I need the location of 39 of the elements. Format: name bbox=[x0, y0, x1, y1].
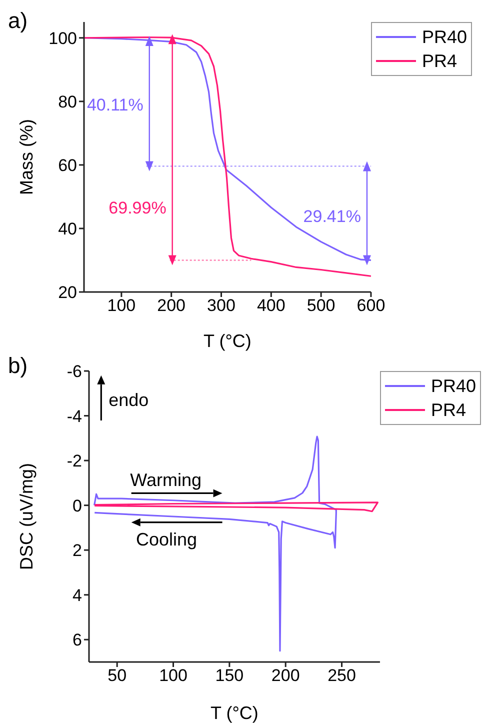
x-tick-label: 200 bbox=[271, 666, 300, 686]
chart-title: a) bbox=[8, 8, 28, 34]
y-tick-label: 20 bbox=[58, 283, 77, 302]
x-axis-title: T (°C) bbox=[204, 331, 252, 351]
y-tick-label: 80 bbox=[58, 92, 77, 112]
y-tick-label: -6 bbox=[66, 362, 82, 382]
annotation: 29.41% bbox=[303, 206, 361, 226]
x-tick-label: 400 bbox=[256, 296, 286, 316]
annotation: 40.11% bbox=[86, 96, 144, 115]
legend-label: PR4 bbox=[422, 50, 457, 72]
x-axis-title: T (°C) bbox=[210, 703, 258, 723]
annotation: 69.99% bbox=[108, 198, 166, 218]
chart-title: b) bbox=[8, 353, 28, 379]
x-tick-label: 600 bbox=[356, 296, 386, 316]
annotation: endo bbox=[108, 390, 149, 410]
y-tick-label: 6 bbox=[72, 630, 82, 650]
x-tick-label: 200 bbox=[157, 296, 186, 316]
annotation: Cooling bbox=[136, 530, 198, 550]
legend-label: PR40 bbox=[430, 376, 476, 396]
y-tick-label: 2 bbox=[72, 541, 82, 560]
y-tick-label: 60 bbox=[58, 156, 77, 175]
annotation: Warming bbox=[130, 470, 202, 490]
legend-label: PR40 bbox=[422, 26, 467, 48]
legend-label: PR4 bbox=[430, 400, 466, 420]
x-tick-label: 100 bbox=[159, 666, 188, 686]
y-tick-label: 4 bbox=[72, 586, 82, 605]
x-tick-label: 150 bbox=[215, 666, 244, 686]
x-tick-label: 500 bbox=[306, 296, 336, 316]
x-tick-label: 250 bbox=[328, 666, 356, 686]
y-tick-label: 100 bbox=[48, 28, 77, 48]
x-tick-label: 50 bbox=[108, 666, 127, 686]
x-tick-label: 300 bbox=[207, 296, 236, 316]
y-tick-label: 0 bbox=[72, 496, 82, 516]
y-tick-label: -4 bbox=[66, 406, 82, 426]
y-tick-label: 40 bbox=[58, 220, 77, 239]
x-tick-label: 100 bbox=[107, 296, 136, 316]
y-axis-title: DSC (uV/mg) bbox=[16, 462, 36, 570]
y-tick-label: -2 bbox=[66, 452, 82, 471]
y-axis-title: Mass (%) bbox=[16, 119, 36, 195]
